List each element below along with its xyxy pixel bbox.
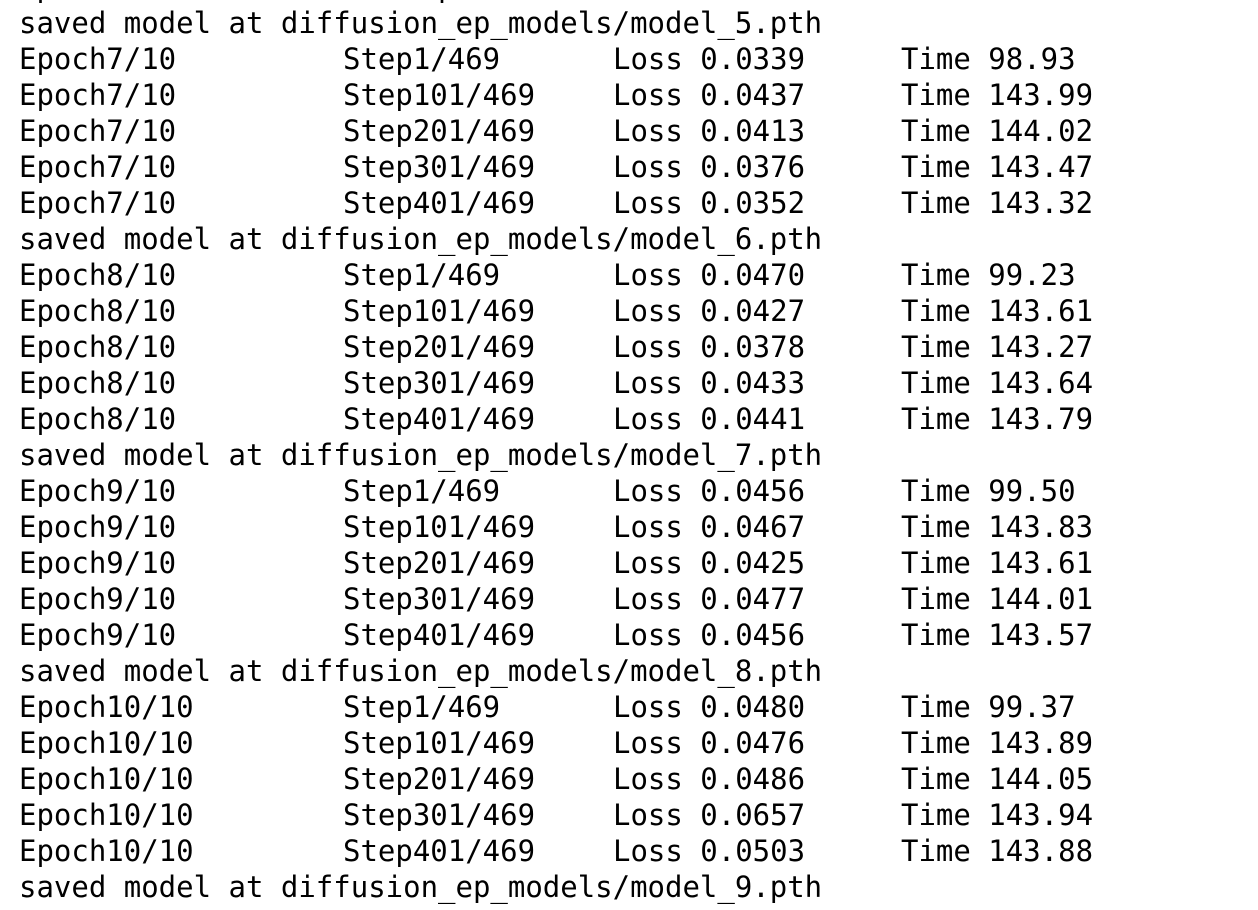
epoch-label: Epoch7/10	[19, 78, 177, 112]
epoch-label: Epoch9/10	[19, 510, 177, 544]
time-value: Time 143.64	[901, 366, 1094, 400]
step-label: Step401/469	[343, 402, 536, 436]
time-value: Time 143.27	[901, 330, 1094, 364]
epoch-label: Epoch10/10	[19, 726, 194, 760]
epoch-label: Epoch9/10	[19, 618, 177, 652]
step-label: Step301/469	[343, 582, 536, 616]
loss-value: Loss 0.0413	[613, 114, 806, 148]
time-value: Time 143.61	[901, 294, 1094, 328]
epoch-label: Epoch8/10	[19, 402, 177, 436]
step-label: Step1/469	[343, 474, 501, 508]
loss-value: Loss 0.0503	[613, 834, 806, 868]
time-value: Time 144.05	[901, 762, 1094, 796]
epoch-label: Epoch8/10	[19, 258, 177, 292]
step-label: Step1/469	[343, 690, 501, 724]
step-label: Step401/469	[343, 618, 536, 652]
step-label: Step301/469	[343, 366, 536, 400]
step-label: Step101/469	[343, 78, 536, 112]
step-label: Step201/469	[343, 762, 536, 796]
epoch-label: Epoch7/10	[19, 114, 177, 148]
step-label: Step1/469	[343, 42, 501, 76]
time-value: Time 143.47	[901, 150, 1094, 184]
step-label: Step201/469	[343, 330, 536, 364]
epoch-label: Epoch10/10	[19, 762, 194, 796]
loss-value: Loss 0.0339	[613, 42, 806, 76]
step-label: Step401/469	[343, 834, 536, 868]
saved-model-line: saved model at diffusion_ep_models/model…	[19, 6, 823, 40]
epoch-label: Epoch7/10	[19, 42, 177, 76]
loss-value: Loss 0.0376	[613, 150, 806, 184]
epoch-label: Epoch8/10	[19, 366, 177, 400]
step-label: Step101/469	[343, 294, 536, 328]
step-label: Step401/469	[343, 186, 536, 220]
time-value: Time 98.93	[901, 42, 1076, 76]
loss-value: Loss 0.0378	[613, 330, 806, 364]
saved-model-line: saved model at diffusion_ep_models/model…	[19, 654, 823, 688]
loss-value: Loss 0.0470	[613, 258, 806, 292]
loss-value: Loss 0.0425	[613, 546, 806, 580]
step-label: Step201/469	[343, 114, 536, 148]
loss-value: Loss 0.0477	[613, 582, 806, 616]
time-value: Time 144.01	[901, 582, 1094, 616]
time-value: Time 143.88	[901, 834, 1094, 868]
epoch-label: Epoch9/10	[19, 546, 177, 580]
saved-model-line: saved model at diffusion_ep_models/model…	[19, 438, 823, 472]
time-value: Time 143.61	[901, 546, 1094, 580]
time-value: Time 143.89	[901, 726, 1094, 760]
loss-value: Loss 0.0467	[613, 510, 806, 544]
step-label: Step101/469	[343, 726, 536, 760]
saved-model-line: saved model at diffusion_ep_models/model…	[19, 222, 823, 256]
time-value: Time 143.99	[901, 78, 1094, 112]
loss-value: Loss 0.0433	[613, 366, 806, 400]
step-label: Step301/469	[343, 798, 536, 832]
epoch-label: Epoch8/10	[19, 294, 177, 328]
epoch-label: Epoch7/10	[19, 150, 177, 184]
step-label: Step301/469	[343, 150, 536, 184]
saved-model-line: saved model at diffusion_ep_models/model…	[19, 870, 823, 904]
loss-value: Loss 0.0476	[613, 726, 806, 760]
loss-value: Loss 0.0480	[613, 690, 806, 724]
epoch-label: Epoch9/10	[19, 474, 177, 508]
epoch-label: Epoch10/10	[19, 690, 194, 724]
loss-value: Loss 0.0437	[613, 78, 806, 112]
time-value: Time 99.50	[901, 474, 1076, 508]
loss-value: Loss 0.0456	[613, 474, 806, 508]
time-value: Time 143.83	[901, 510, 1094, 544]
epoch-label: Epoch8/10	[19, 330, 177, 364]
time-value: Time 143.57	[901, 618, 1094, 652]
epoch-label: Epoch10/10	[19, 798, 194, 832]
loss-value: Loss 0.0486	[613, 762, 806, 796]
time-value: Time 99.37	[901, 690, 1076, 724]
time-value: Time 143.32	[901, 186, 1094, 220]
step-label: Step201/469	[343, 546, 536, 580]
time-value: Time 143.79	[901, 402, 1094, 436]
step-label: Step101/469	[343, 510, 536, 544]
time-value: Time 144.02	[901, 114, 1094, 148]
epoch-label: Epoch7/10	[19, 186, 177, 220]
partial-top-line: Epoch6/10 Step401/469 Loss 0.0390 Time 1…	[19, 0, 1119, 5]
time-value: Time 99.23	[901, 258, 1076, 292]
loss-value: Loss 0.0427	[613, 294, 806, 328]
time-value: Time 143.94	[901, 798, 1094, 832]
loss-value: Loss 0.0456	[613, 618, 806, 652]
epoch-label: Epoch9/10	[19, 582, 177, 616]
loss-value: Loss 0.0657	[613, 798, 806, 832]
loss-value: Loss 0.0352	[613, 186, 806, 220]
step-label: Step1/469	[343, 258, 501, 292]
epoch-label: Epoch10/10	[19, 834, 194, 868]
loss-value: Loss 0.0441	[613, 402, 806, 436]
